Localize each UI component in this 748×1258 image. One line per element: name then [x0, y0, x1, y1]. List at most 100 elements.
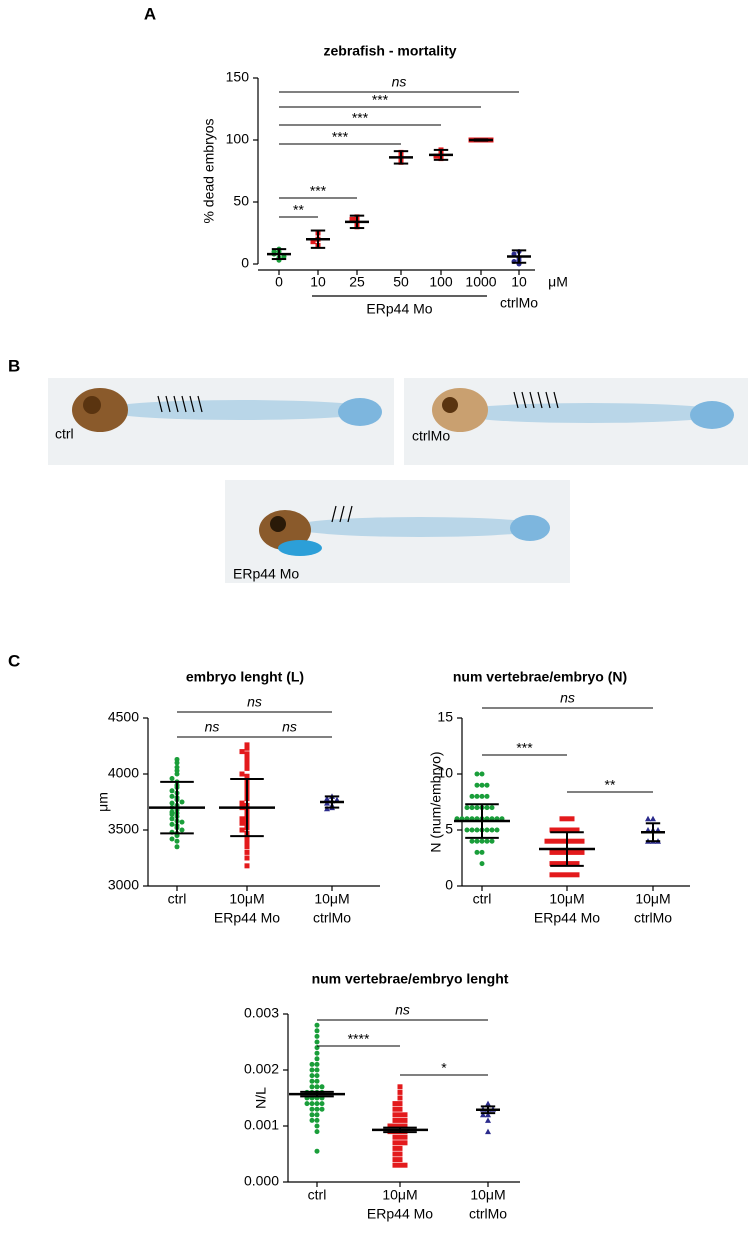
- y-tick-label: 0.003: [244, 1005, 279, 1021]
- data-point: [559, 827, 565, 833]
- x-tick-label: ERp44 Mo: [534, 910, 600, 926]
- data-point: [469, 827, 475, 833]
- y-tick-label: 10: [437, 765, 453, 781]
- y-tick-label: 0: [241, 255, 249, 271]
- data-point: [179, 799, 185, 805]
- data-point: [559, 849, 565, 855]
- data-point: [239, 820, 245, 826]
- data-point: [392, 1112, 398, 1118]
- data-point: [485, 1111, 491, 1118]
- data-point: [392, 1101, 398, 1107]
- data-point: [485, 1100, 491, 1107]
- data-point: [397, 1145, 403, 1151]
- data-point: [392, 1134, 398, 1140]
- data-point: [244, 751, 250, 757]
- x-tick-label: 10μM: [549, 891, 584, 907]
- data-point: [479, 838, 485, 844]
- data-point: [239, 771, 245, 777]
- x-tick-label: 50: [393, 274, 409, 290]
- data-point: [574, 838, 580, 844]
- data-point: [169, 809, 175, 815]
- data-point: [484, 827, 490, 833]
- group-label: ERp44 Mo: [366, 301, 432, 317]
- y-tick-label: 15: [437, 709, 453, 725]
- y-tick-label: 0: [445, 877, 453, 893]
- data-point: [169, 775, 175, 781]
- comparison-label: ***: [372, 92, 389, 108]
- data-point: [549, 838, 555, 844]
- comparison-label: ***: [332, 129, 349, 145]
- data-point: [397, 1162, 403, 1168]
- data-point: [239, 800, 245, 806]
- data-point: [544, 838, 550, 844]
- data-point: [579, 838, 585, 844]
- x-tick-label: ctrl: [473, 891, 492, 907]
- data-point: [397, 1101, 403, 1107]
- data-point: [244, 762, 250, 768]
- x-tick-label: ctrl: [308, 1187, 327, 1203]
- y-tick-label: 0.001: [244, 1117, 279, 1133]
- data-point: [549, 872, 555, 878]
- data-point: [392, 1117, 398, 1123]
- data-point: [402, 1134, 408, 1140]
- data-point: [309, 1101, 315, 1107]
- x-tick-label: 10μM: [314, 891, 349, 907]
- data-point: [169, 821, 175, 827]
- data-point: [309, 1106, 315, 1112]
- data-point: [314, 1129, 320, 1135]
- data-point: [314, 1067, 320, 1073]
- data-point: [559, 872, 565, 878]
- data-point: [319, 1106, 325, 1112]
- data-point: [314, 1117, 320, 1123]
- y-axis-label: % dead embryos: [201, 118, 217, 223]
- y-tick-label: 50: [233, 193, 249, 209]
- data-point: [479, 793, 485, 799]
- y-tick-label: 3500: [108, 821, 139, 837]
- y-tick-label: 0.002: [244, 1061, 279, 1077]
- y-tick-label: 100: [226, 131, 250, 147]
- data-point: [484, 838, 490, 844]
- x-tick-label: 0: [275, 274, 283, 290]
- data-point: [314, 1078, 320, 1084]
- data-point: [554, 861, 560, 867]
- data-point: [179, 819, 185, 825]
- data-point: [397, 1151, 403, 1157]
- data-point: [397, 1157, 403, 1163]
- image-label: ctrlMo: [412, 428, 450, 444]
- x-tick-label: ctrlMo: [313, 910, 351, 926]
- data-point: [402, 1123, 408, 1129]
- data-point: [485, 1128, 491, 1135]
- data-point: [397, 1123, 403, 1129]
- data-point: [489, 805, 495, 811]
- comparison-label: ns: [560, 690, 575, 706]
- comparison-label: **: [293, 202, 304, 218]
- data-point: [554, 849, 560, 855]
- data-point: [564, 827, 570, 833]
- data-point: [469, 805, 475, 811]
- data-point: [169, 800, 175, 806]
- data-point: [387, 1123, 393, 1129]
- data-point: [397, 1134, 403, 1140]
- data-point: [314, 1061, 320, 1067]
- data-point: [169, 836, 175, 842]
- data-point: [244, 844, 250, 850]
- data-point: [309, 1112, 315, 1118]
- chart-title: num vertebrae/embryo lenght: [312, 971, 509, 987]
- data-point: [469, 793, 475, 799]
- data-point: [392, 1145, 398, 1151]
- data-point: [559, 816, 565, 822]
- data-point: [485, 1117, 491, 1123]
- data-point: [479, 849, 485, 855]
- data-point: [392, 1151, 398, 1157]
- data-point: [480, 1111, 486, 1118]
- data-point: [474, 849, 480, 855]
- data-point: [549, 827, 555, 833]
- data-point: [392, 1123, 398, 1129]
- y-axis-label: μm: [95, 792, 111, 812]
- x-tick-label: ERp44 Mo: [367, 1206, 433, 1222]
- data-point: [574, 849, 580, 855]
- chart-title: embryo lenght (L): [186, 669, 304, 685]
- image-label: ERp44 Mo: [233, 566, 299, 582]
- data-point: [304, 1101, 310, 1107]
